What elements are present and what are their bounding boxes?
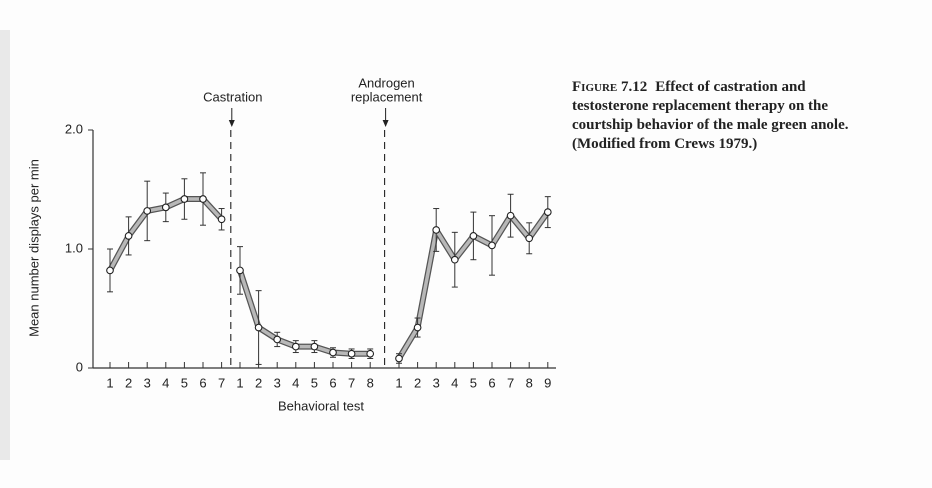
y-axis-label: Mean number displays per min <box>26 159 41 337</box>
caption-label: Figure 7.12 <box>572 79 648 95</box>
marker <box>347 349 356 358</box>
x-tick-label: 7 <box>218 375 225 390</box>
marker <box>180 195 189 203</box>
page-edge <box>0 30 10 460</box>
marker <box>199 195 207 203</box>
marker <box>217 215 226 224</box>
marker <box>543 208 552 216</box>
x-tick-label: 5 <box>311 375 318 390</box>
x-tick-label: 1 <box>106 375 113 390</box>
caption-line: (Modified from Crews 1979.) <box>572 136 758 152</box>
line-outline <box>237 269 371 357</box>
marker <box>488 241 496 250</box>
marker <box>291 342 300 351</box>
annotation: Castration <box>203 89 262 104</box>
marker <box>236 266 244 275</box>
caption-line: testosterone replacement therapy on the <box>572 98 829 114</box>
annotation-arrowhead <box>228 120 235 127</box>
marker <box>525 234 534 243</box>
marker <box>254 323 263 332</box>
caption-line: courtship behavior of the male green ano… <box>572 117 849 133</box>
x-tick-label: 2 <box>125 375 132 390</box>
x-tick-label: 6 <box>199 375 206 390</box>
x-tick-label: 7 <box>507 375 514 390</box>
marker <box>310 342 319 351</box>
marker <box>432 226 441 234</box>
line <box>238 269 371 356</box>
x-tick-label: 8 <box>367 375 374 390</box>
marker <box>366 349 375 358</box>
x-tick-label: 2 <box>255 375 262 390</box>
x-tick-label: 5 <box>181 375 188 390</box>
marker <box>450 255 459 264</box>
marker <box>506 211 515 220</box>
x-tick-label: 1 <box>236 375 243 390</box>
marker <box>413 323 422 332</box>
y-tick-label: 0 <box>76 359 83 374</box>
x-tick-label: 1 <box>395 375 402 390</box>
x-axis-label: Behavioral test <box>278 398 364 413</box>
x-tick-label: 6 <box>488 375 495 390</box>
x-tick-label: 7 <box>348 375 355 390</box>
caption-line: Effect of castration and <box>655 79 806 95</box>
annotation: replacement <box>351 89 423 104</box>
marker <box>395 354 403 363</box>
x-tick-label: 3 <box>144 375 151 390</box>
y-tick-label: 1.0 <box>65 240 83 255</box>
marker <box>124 232 133 240</box>
x-tick-label: 4 <box>451 375 458 390</box>
x-tick-label: 9 <box>544 375 551 390</box>
x-tick-label: 3 <box>274 375 281 390</box>
x-tick-label: 5 <box>470 375 477 390</box>
y-tick-label: 2.0 <box>65 121 83 136</box>
x-tick-label: 3 <box>433 375 440 390</box>
x-tick-label: 8 <box>526 375 533 390</box>
x-tick-label: 2 <box>414 375 421 390</box>
marker <box>273 335 282 344</box>
x-tick-label: 4 <box>292 375 299 390</box>
caption: Figure 7.12 Effect of castration and testo… <box>572 78 922 154</box>
x-tick-label: 4 <box>162 375 169 390</box>
annotation: Androgen <box>358 75 414 90</box>
marker <box>329 348 337 357</box>
annotation-arrowhead <box>382 120 389 127</box>
marker <box>143 207 152 215</box>
x-tick-label: 6 <box>329 375 336 390</box>
marker <box>106 266 114 275</box>
marker <box>469 232 478 240</box>
marker <box>161 203 170 212</box>
